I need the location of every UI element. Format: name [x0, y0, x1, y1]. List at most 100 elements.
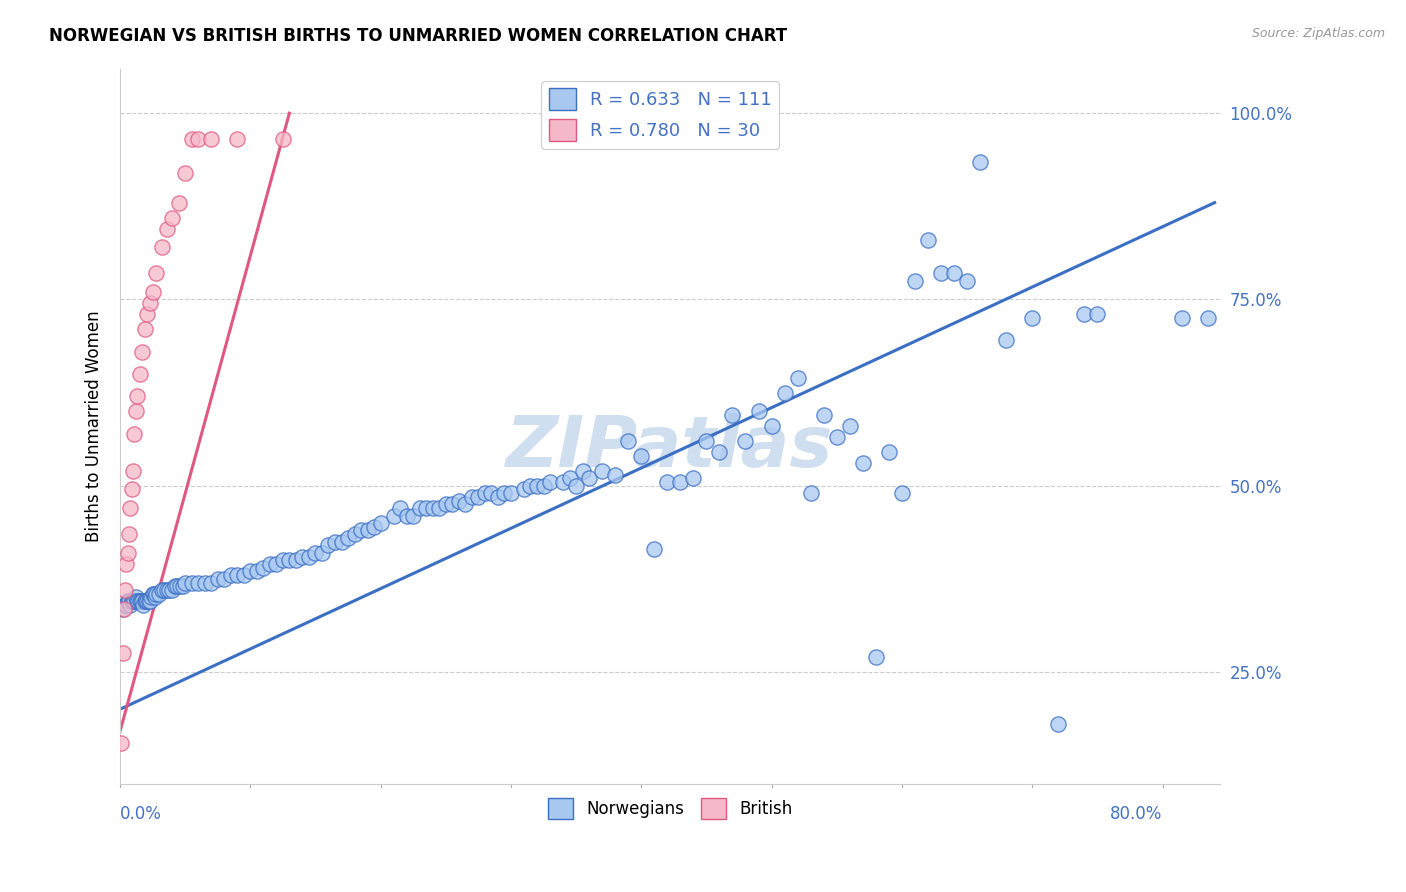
Point: [124, 426, 146, 441]
Point: [709, 445, 731, 459]
Point: [356, 524, 378, 538]
Point: [825, 430, 848, 444]
Point: [259, 557, 281, 571]
Point: [121, 483, 143, 497]
Point: [447, 493, 470, 508]
Point: [890, 486, 912, 500]
Point: [180, 575, 202, 590]
Point: [643, 542, 665, 557]
Point: [578, 471, 600, 485]
Point: [657, 475, 679, 489]
Point: [761, 419, 783, 434]
Point: [917, 233, 939, 247]
Point: [122, 594, 145, 608]
Point: [252, 560, 274, 574]
Point: [734, 434, 756, 448]
Point: [571, 464, 593, 478]
Point: [1197, 311, 1219, 326]
Point: [943, 267, 966, 281]
Point: [427, 501, 450, 516]
Point: [591, 464, 613, 478]
Point: [995, 334, 1018, 348]
Point: [533, 479, 555, 493]
Point: [112, 601, 135, 615]
Point: [141, 285, 163, 299]
Point: [118, 527, 141, 541]
Point: [1047, 717, 1070, 731]
Point: [695, 434, 717, 448]
Point: [145, 267, 167, 281]
Point: [813, 408, 835, 422]
Point: [111, 646, 134, 660]
Point: [160, 211, 183, 225]
Point: [169, 579, 191, 593]
Point: [160, 582, 183, 597]
Point: [800, 486, 823, 500]
Point: [494, 486, 516, 500]
Point: [150, 240, 173, 254]
Point: [904, 274, 927, 288]
Point: [330, 534, 353, 549]
Point: [145, 587, 167, 601]
Point: [422, 501, 444, 516]
Point: [565, 479, 588, 493]
Legend: Norwegians, British: Norwegians, British: [541, 792, 799, 825]
Point: [143, 591, 166, 605]
Point: [467, 490, 489, 504]
Point: [226, 132, 249, 146]
Point: [747, 404, 769, 418]
Point: [125, 594, 148, 608]
Point: [323, 534, 346, 549]
Point: [128, 367, 150, 381]
Point: [174, 575, 197, 590]
Point: [232, 568, 254, 582]
Point: [134, 322, 156, 336]
Point: [350, 524, 373, 538]
Point: [304, 546, 326, 560]
Point: [1085, 307, 1108, 321]
Point: [558, 471, 581, 485]
Point: [124, 591, 146, 605]
Text: 80.0%: 80.0%: [1111, 805, 1163, 823]
Point: [135, 594, 157, 608]
Point: [441, 497, 464, 511]
Point: [200, 575, 222, 590]
Point: [120, 501, 142, 516]
Point: [121, 594, 143, 608]
Point: [156, 221, 179, 235]
Point: [271, 132, 294, 146]
Point: [174, 166, 197, 180]
Point: [474, 486, 496, 500]
Point: [194, 575, 217, 590]
Point: [415, 501, 437, 516]
Point: [212, 572, 235, 586]
Point: [141, 591, 163, 605]
Point: [124, 404, 146, 418]
Point: [526, 479, 548, 493]
Point: [142, 587, 165, 601]
Point: [1171, 311, 1194, 326]
Point: [131, 594, 153, 608]
Point: [298, 549, 321, 564]
Point: [129, 594, 152, 608]
Point: [124, 594, 146, 608]
Point: [284, 553, 307, 567]
Point: [956, 274, 979, 288]
Point: [139, 594, 162, 608]
Point: [148, 587, 170, 601]
Point: [682, 471, 704, 485]
Point: [865, 650, 887, 665]
Point: [114, 582, 136, 597]
Point: [291, 549, 314, 564]
Point: [117, 546, 139, 560]
Point: [110, 736, 132, 750]
Point: [266, 557, 288, 571]
Point: [153, 582, 176, 597]
Point: [929, 267, 952, 281]
Text: NORWEGIAN VS BRITISH BIRTHS TO UNMARRIED WOMEN CORRELATION CHART: NORWEGIAN VS BRITISH BIRTHS TO UNMARRIED…: [49, 27, 787, 45]
Point: [363, 519, 385, 533]
Point: [551, 475, 574, 489]
Point: [1021, 311, 1043, 326]
Point: [721, 408, 744, 422]
Point: [617, 434, 640, 448]
